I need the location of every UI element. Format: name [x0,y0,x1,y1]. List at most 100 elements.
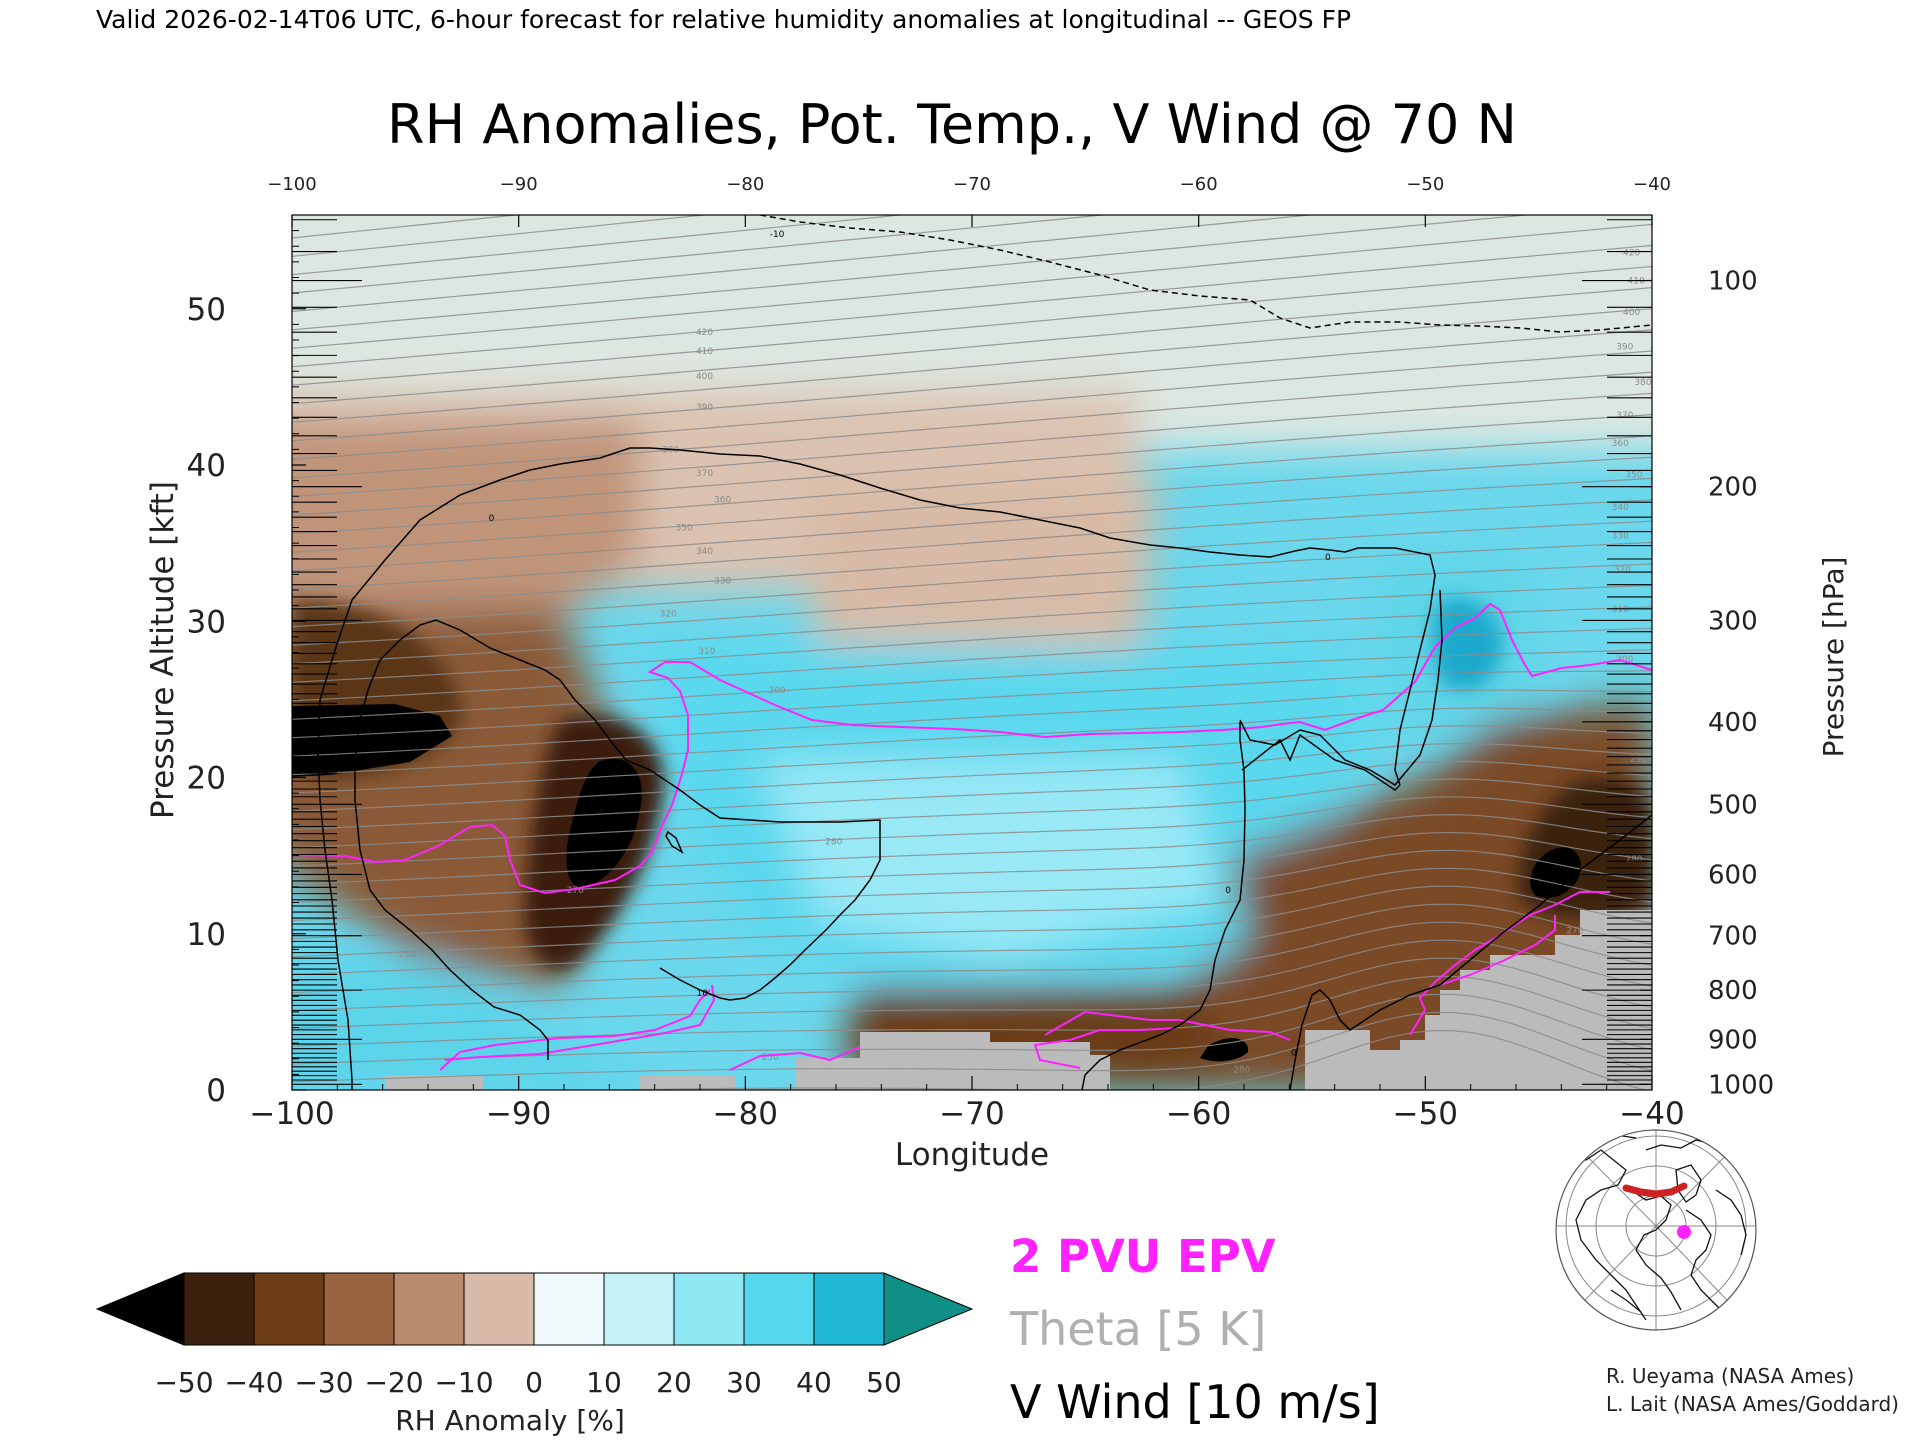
pressure-tick-label: 1000 [1708,1070,1774,1100]
theta-contour-label: 320 [1614,566,1631,576]
x-tick-label: −100 [249,1096,334,1132]
vwind-contour-label: -10 [770,230,785,240]
credit-line-1: R. Ueyama (NASA Ames) [1606,1364,1854,1388]
epv-contours [292,602,1652,1071]
y-axis-left: 0 10 20 30 40 50 [187,230,306,1109]
colorbar-swatch [603,1272,675,1346]
theta-contour-label: 290 [1630,755,1647,765]
x-tick-label: −40 [1619,1096,1684,1132]
theta-contour-label: 380 [1634,378,1651,388]
theta-contour-line [292,689,1652,757]
y-tick-label: 10 [187,917,226,953]
y-axis-label-right: Pressure [hPa] [1817,557,1850,758]
colorbar-swatch [183,1272,255,1346]
theta-contour-label: 250 [762,1053,779,1063]
pressure-tick-label: 100 [1708,267,1758,297]
pressure-tick-label: 900 [1708,1025,1758,1055]
theta-contour-line [292,350,1652,460]
pressure-tick-label: 800 [1708,976,1758,1006]
theta-contour-label: 300 [768,686,785,696]
x-tick-label: −60 [1166,1096,1231,1132]
theta-contour-line [292,215,1109,294]
theta-contour-label: 410 [696,347,713,357]
theta-contour-label: 270 [1566,927,1583,937]
vwind-zero-east-core [1241,733,1401,791]
theta-contour-label: 340 [1612,503,1629,513]
theta-contour-label: 340 [696,547,713,557]
epv-2pvu-east-low [1409,891,1610,1036]
colorbar-tick-label: −30 [294,1366,353,1399]
colorbar-tick-label: 40 [796,1366,832,1399]
colorbar-tick-label: 50 [866,1366,902,1399]
theta-contour-line [292,849,1652,922]
theta-contour-label: 280 [1233,1066,1250,1076]
epv-2pvu-east-low-2 [1439,915,1556,986]
x-axis-top: −100 −90 −80 −70 −60 −50 −40 [267,174,1671,227]
y-tick-label: 20 [187,761,226,797]
legend: 2 PVU EPV Theta [5 K] V Wind [10 m/s] [1009,1230,1380,1429]
colorbar-swatch [323,1272,395,1346]
theta-contour-label: 350 [676,524,693,534]
colorbar-tick-label: −50 [154,1366,213,1399]
vwind-zero-low-east [1289,814,1652,1090]
theta-contour-line [292,215,711,257]
map-marker [1677,1225,1691,1239]
theta-contour-label: 270 [567,886,584,896]
colorbar-tick-label: 10 [586,1366,622,1399]
x-axis-bottom: −100 −90 −80 −70 −60 −50 −40 [249,1076,1685,1132]
legend-vwind: V Wind [10 m/s] [1010,1375,1380,1429]
epv-2pvu-low-mid-2 [1033,1027,1176,1069]
theta-contour-line [292,329,1652,442]
theta-contour-label: 400 [696,372,713,382]
theta-contour-line [292,563,1652,646]
theta-contour-labels: 420 410 400 390 380 370 360 350 340 330 320 310 300 2… [399,249,1652,1076]
epv-2pvu-tropopause [292,602,1652,895]
field-low-cyan [292,960,660,1090]
blob-black-center-west [566,758,642,889]
theta-contour-label: 400 [1623,308,1640,318]
theta-contour-label: 330 [1612,531,1629,541]
top-x-tick-label: −50 [1406,174,1444,195]
y-tick-label: 50 [187,292,226,328]
top-x-tick-label: −80 [726,174,764,195]
colorbar-over-arrow [883,1272,974,1346]
top-x-tick-label: −90 [500,174,538,195]
pressure-tick-label: 200 [1708,473,1758,503]
y-tick-label: 0 [206,1073,226,1109]
colorbar-tick-label: −10 [434,1366,493,1399]
y-tick-label: 40 [187,448,226,484]
vwind-contour-label: 10 [697,989,709,999]
theta-contour-line [292,778,1652,849]
vwind-contour-label: 0 [489,514,495,524]
theta-contour-line [292,435,1652,535]
theta-contour-line [292,477,1652,572]
x-tick-label: −90 [486,1096,551,1132]
vwind-contours [317,215,1652,1090]
theta-contour-label: 390 [1616,342,1633,352]
theta-contour-line [292,707,1652,776]
y-axis-label-left: Pressure Altitude [kft] [145,481,181,819]
theta-contour-line [292,649,1652,720]
vwind-10-small-loop [665,830,684,854]
x-tick-label: −80 [713,1096,778,1132]
vwind-contour-labels: 0 0 0 0 -10 10 [489,230,1331,1059]
theta-contour-label: 410 [1628,277,1645,287]
theta-contour-line [292,499,1652,590]
theta-contour-label: 370 [696,469,713,479]
theta-contour-line [292,725,1652,794]
pressure-tick-label: 400 [1708,708,1758,738]
pressure-tick-label: 700 [1708,922,1758,952]
colorbar-tick-label: 30 [726,1366,762,1399]
theta-contour-label: 370 [1616,411,1633,421]
valid-time-header: Valid 2026-02-14T06 UTC, 6-hour forecast… [96,5,1351,34]
colorbar-swatch [743,1272,815,1346]
theta-contour-label: 330 [714,577,731,587]
theta-contour-line [292,867,1652,940]
colorbar-swatch [393,1272,465,1346]
theta-contour-label: 260 [399,950,416,960]
map-graticule [1556,1130,1756,1330]
epv-2pvu-low-west [439,989,711,1071]
vwind-contour-label: 0 [1225,886,1231,896]
field-tan-trough [800,480,1160,690]
theta-contour-label: 350 [1625,470,1642,480]
